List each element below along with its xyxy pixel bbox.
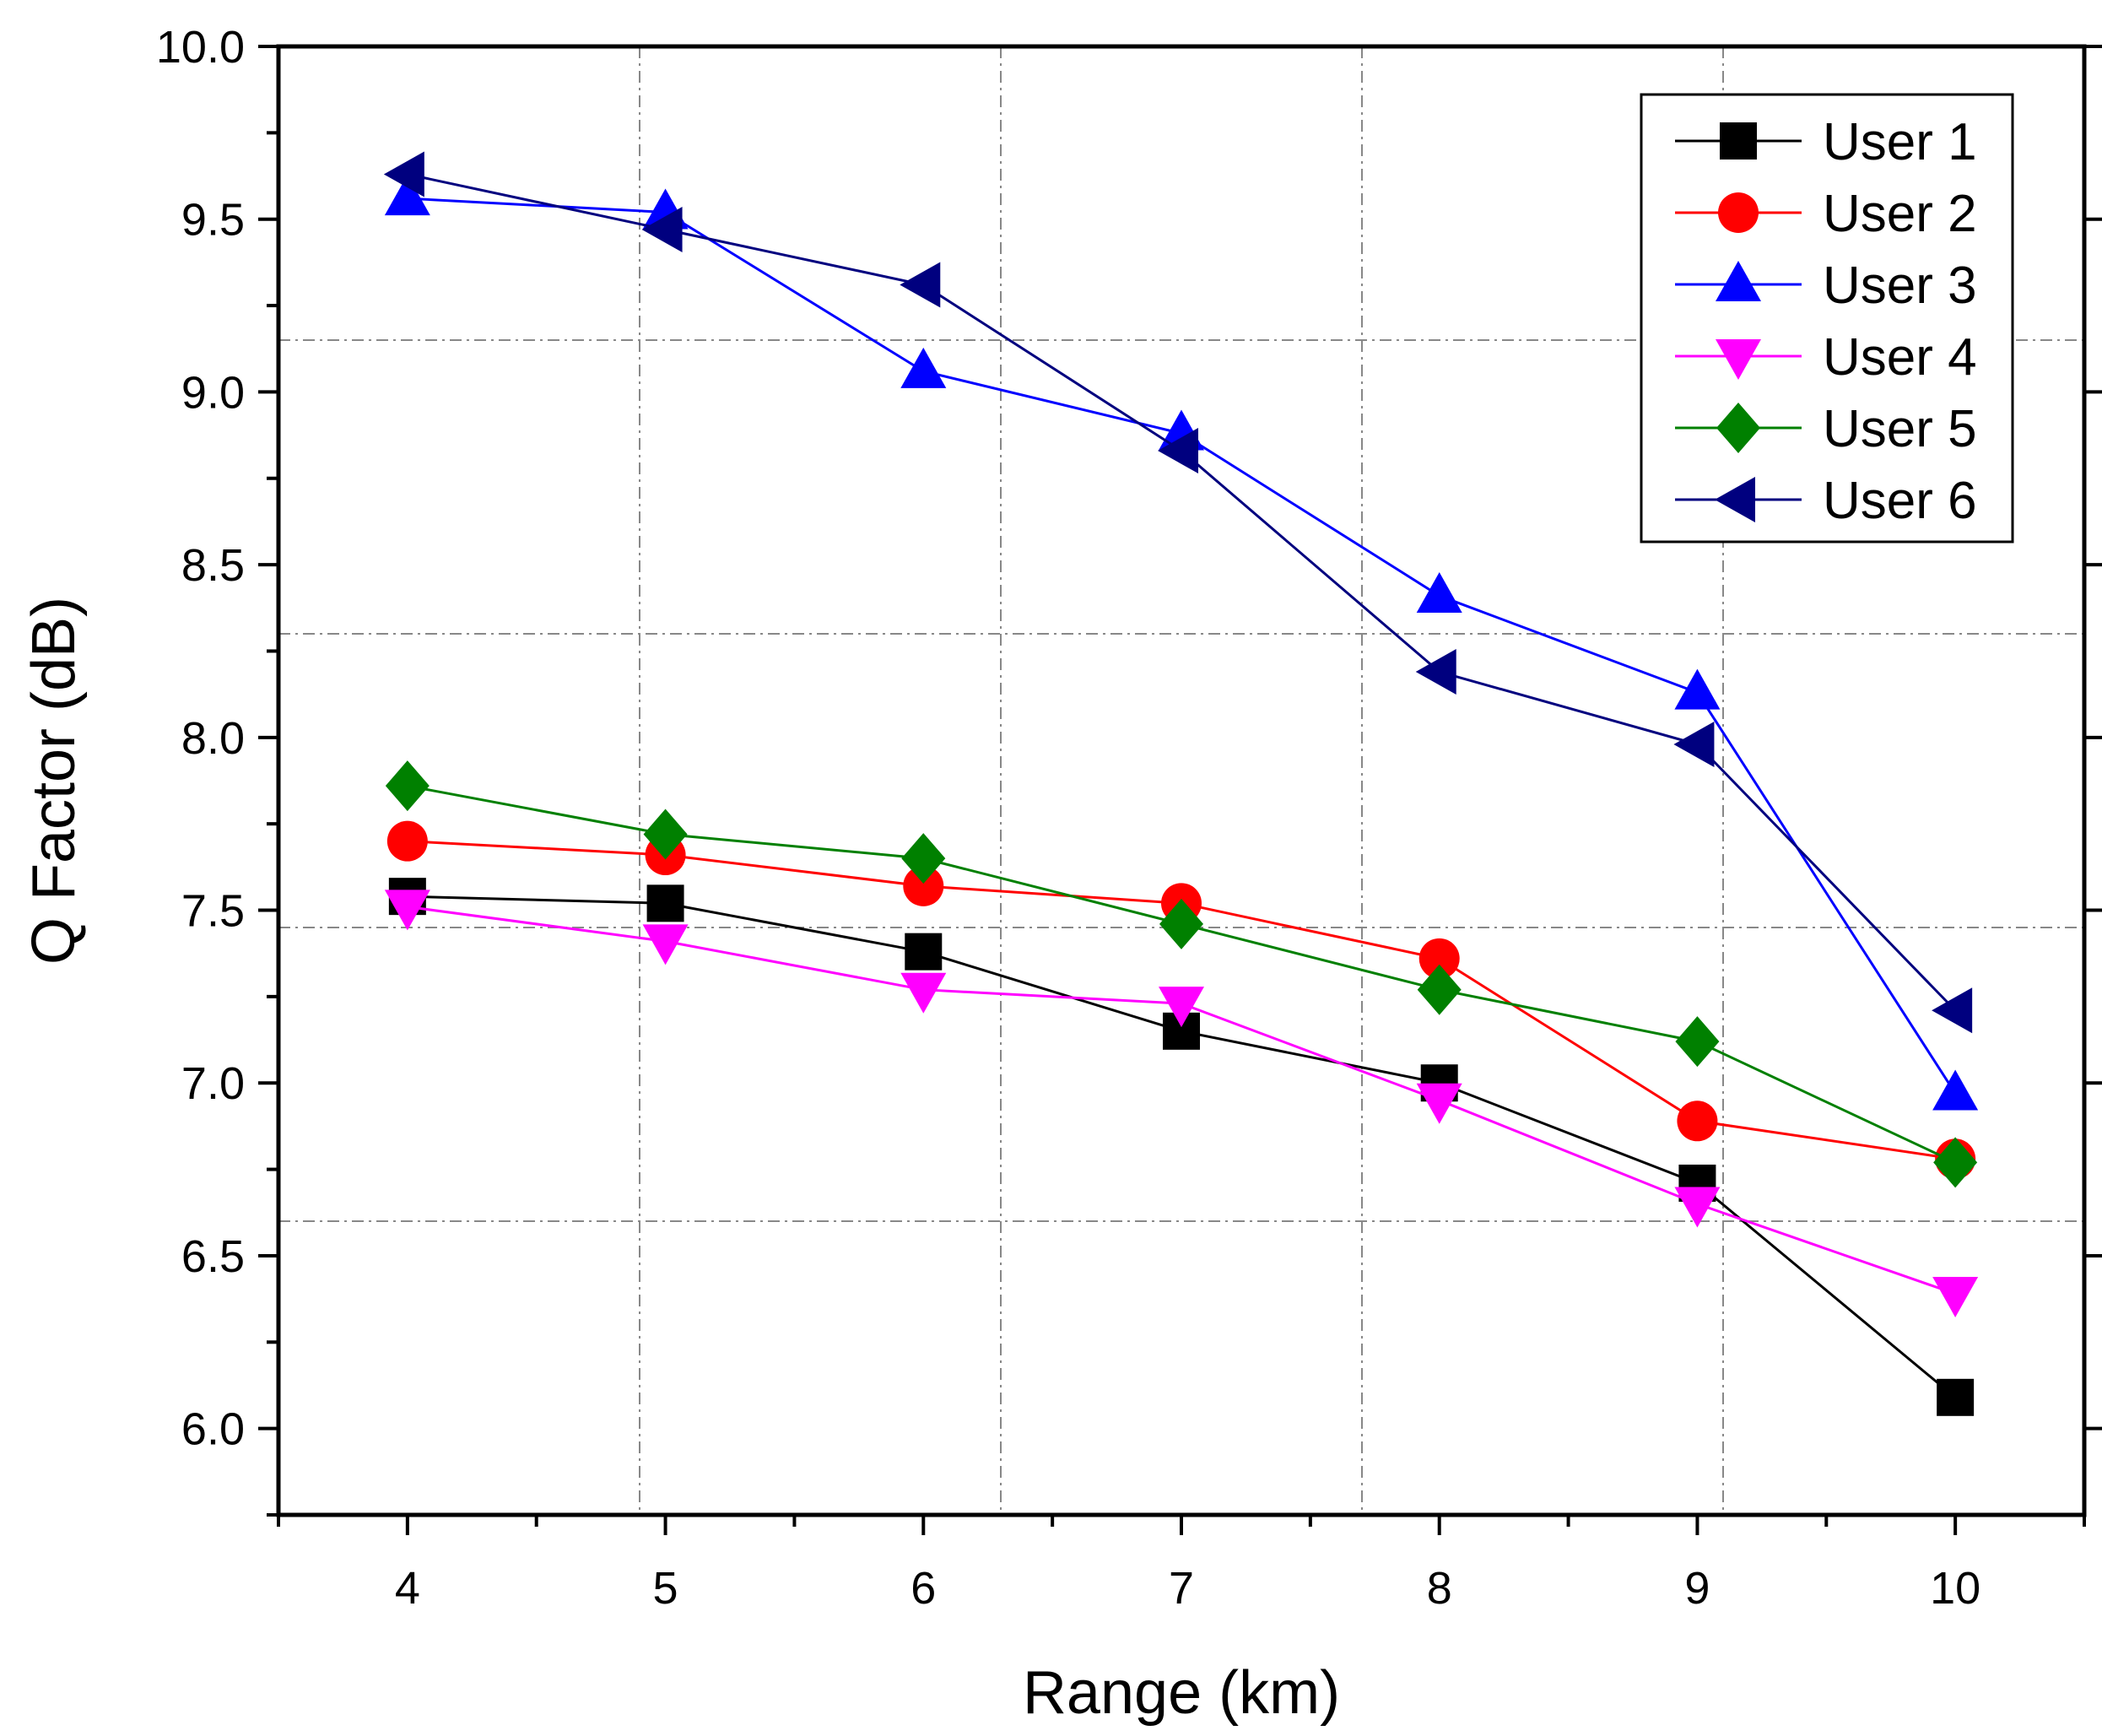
- data-point: [641, 206, 683, 252]
- data-point: [905, 933, 943, 971]
- legend-label: User 6: [1823, 472, 1977, 530]
- x-tick-label: 9: [1684, 1563, 1710, 1614]
- x-axis-title: Range (km): [1023, 1659, 1340, 1727]
- data-point: [642, 924, 689, 965]
- data-point: [1158, 428, 1198, 474]
- data-point: [643, 809, 688, 860]
- x-tick-label: 10: [1930, 1563, 1980, 1614]
- legend-item: User 6: [1675, 472, 1977, 530]
- series-6: [383, 151, 1973, 1034]
- data-point: [1932, 987, 1973, 1034]
- legend-label: User 4: [1823, 328, 1977, 387]
- series-5: [385, 760, 1978, 1188]
- legend: User 1 User 2 User 3 User 4 User 5 User 6: [1640, 93, 2014, 544]
- legend-marker: [1718, 192, 1759, 233]
- data-point: [646, 884, 684, 922]
- axis-ticks: 4 5 6 7 8 9 10 6.0 6.5 7.0 7.5 8.0 8.5 9.0 9.5 10.0: [156, 22, 2102, 1614]
- legend-marker: [1716, 403, 1760, 453]
- y-tick-label: 7.0: [181, 1058, 245, 1109]
- data-point: [1674, 668, 1721, 710]
- y-tick-label: 10.0: [156, 22, 245, 73]
- data-point: [903, 865, 944, 906]
- data-point: [1418, 938, 1460, 979]
- y-tick-label: 8.0: [181, 713, 245, 764]
- legend-marker: [1716, 339, 1761, 380]
- data-point: [383, 151, 424, 197]
- legend-item: User 2: [1675, 185, 1977, 243]
- legend-label: User 1: [1823, 113, 1977, 171]
- data-point: [901, 833, 946, 884]
- legend-label: User 3: [1823, 257, 1977, 315]
- data-point: [1673, 722, 1715, 768]
- legend-box: [1640, 93, 2014, 544]
- data-point: [385, 760, 430, 812]
- x-tick-label: 6: [911, 1563, 936, 1614]
- series-4: [384, 890, 1979, 1317]
- data-point: [900, 972, 947, 1014]
- y-tick-label: 6.0: [181, 1404, 245, 1455]
- legend-marker: [1720, 122, 1757, 160]
- data-point: [1159, 898, 1203, 949]
- y-tick-label: 8.5: [181, 540, 245, 591]
- y-tick-label: 9.0: [181, 367, 245, 418]
- data-point: [384, 890, 430, 931]
- legend-marker: [1715, 477, 1755, 522]
- data-point: [1415, 649, 1456, 695]
- legend-label: User 2: [1823, 185, 1977, 243]
- x-tick-label: 4: [395, 1563, 420, 1614]
- data-point: [1416, 1083, 1462, 1124]
- data-point: [384, 175, 430, 216]
- data-point: [1932, 1069, 1979, 1111]
- legend-item: User 3: [1675, 257, 1977, 315]
- x-tick-label: 8: [1427, 1563, 1452, 1614]
- data-point: [1677, 1101, 1718, 1142]
- y-tick-label: 9.5: [181, 195, 245, 246]
- legend-item: User 1: [1675, 113, 1977, 171]
- data-point: [1674, 1187, 1721, 1228]
- data-point: [1159, 987, 1204, 1028]
- data-point: [386, 820, 428, 862]
- data-point: [900, 347, 947, 388]
- x-tick-label: 5: [653, 1563, 678, 1614]
- legend-item: User 5: [1675, 400, 1977, 458]
- y-tick-label: 6.5: [181, 1231, 245, 1282]
- series-3: [384, 175, 1979, 1111]
- data-point: [1932, 1276, 1979, 1317]
- x-tick-label: 7: [1169, 1563, 1194, 1614]
- data-point: [1675, 1016, 1720, 1068]
- y-tick-label: 7.5: [181, 886, 245, 937]
- data-point: [1937, 1378, 1975, 1416]
- data-point: [1933, 1137, 1978, 1188]
- y-axis-title: Q Factor (dB): [20, 597, 88, 965]
- series-layer: [383, 151, 1979, 1416]
- data-point: [900, 262, 941, 308]
- legend-item: User 4: [1675, 328, 1977, 387]
- legend-marker: [1716, 261, 1761, 301]
- data-point: [1417, 964, 1462, 1015]
- series-1: [388, 878, 1975, 1416]
- legend-label: User 5: [1823, 400, 1977, 458]
- data-point: [1416, 571, 1462, 613]
